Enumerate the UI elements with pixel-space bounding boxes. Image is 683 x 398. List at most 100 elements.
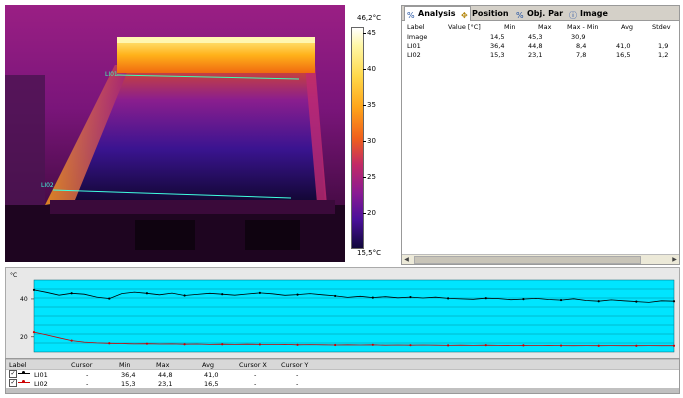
data-point: [296, 343, 299, 346]
data-point: [258, 291, 261, 294]
cell-min: 15,3: [121, 380, 136, 388]
data-point: [409, 295, 412, 299]
cell-min: 14,5: [490, 33, 505, 41]
data-point: [145, 292, 149, 295]
table-row[interactable]: LI02 15,3 23,1 7,8 16,5 1,2: [404, 51, 676, 59]
table-row[interactable]: LI01 36,4 44,8 8,4 41,0 1,9: [404, 42, 676, 50]
column-header: Cursor X: [239, 361, 267, 369]
scale-max-label: 46,2°C: [357, 14, 381, 22]
tab-label: Image: [580, 9, 608, 18]
data-point: [70, 339, 73, 342]
scale-tick: 25: [363, 173, 376, 181]
cell-avg: 16,5: [204, 380, 219, 388]
cell-range: 7,8: [576, 51, 587, 59]
data-point: [334, 343, 337, 347]
data-point: [221, 293, 224, 296]
object-parameters-icon: %: [516, 11, 524, 20]
tab-image[interactable]: ⓘ Image: [567, 7, 622, 20]
data-point: [334, 294, 337, 298]
cell-label: LI02: [407, 51, 421, 59]
cell-min: 36,4: [121, 371, 136, 379]
checkbox[interactable]: ✓: [9, 370, 17, 378]
tab-obj-par[interactable]: % Obj. Par: [514, 7, 577, 20]
data-point: [409, 344, 412, 347]
color-scale-bar: [351, 27, 364, 249]
tab-strip: % Analysis ✥ Position % Obj. Par ⓘ Image: [402, 6, 679, 21]
tab-analysis[interactable]: % Analysis: [404, 6, 471, 21]
scale-tick: 35: [363, 101, 376, 109]
column-header: Avg: [621, 23, 634, 31]
column-header: Value [°C]: [448, 23, 481, 31]
cell-cursor-x: -: [254, 380, 257, 388]
scroll-left-icon[interactable]: ◀: [404, 256, 409, 263]
column-header: Max: [538, 23, 552, 31]
cell-max: 23,1: [528, 51, 543, 59]
horizontal-scrollbar[interactable]: ◀ ▶: [402, 254, 679, 264]
column-header: Cursor Y: [281, 361, 309, 369]
data-point: [635, 300, 638, 303]
legend-header: Label Cursor Min Max Avg Cursor X Cursor…: [6, 360, 679, 369]
scale-tick: 30: [363, 137, 376, 145]
column-header: Label: [9, 361, 27, 369]
cell-avg: 41,0: [204, 371, 219, 379]
data-point: [484, 344, 487, 347]
data-point: [635, 344, 638, 347]
column-header: Stdev: [652, 23, 671, 31]
legend-row-li02[interactable]: ✓ LI02 - 15,3 23,1 16,5 - -: [6, 379, 679, 388]
data-point: [32, 288, 36, 291]
column-header: Label: [407, 23, 425, 31]
data-point: [258, 343, 261, 346]
y-tick-label: 20: [20, 334, 28, 341]
cell-range: 8,4: [576, 42, 587, 50]
cell-cursor: -: [86, 380, 89, 388]
scrollbar-thumb[interactable]: [414, 256, 641, 264]
data-point: [672, 344, 676, 347]
data-point: [371, 296, 374, 299]
cell-min: 36,4: [490, 42, 505, 50]
data-point: [296, 293, 299, 296]
thermal-image[interactable]: LI01 LI02: [5, 5, 345, 262]
legend-row-li01[interactable]: ✓ LI01 - 36,4 44,8 41,0 - -: [6, 370, 679, 379]
checkbox[interactable]: ✓: [9, 379, 17, 387]
data-point: [145, 342, 149, 345]
column-header: Cursor: [71, 361, 93, 369]
table-row[interactable]: Image 14,5 45,3 30,9: [404, 33, 676, 41]
y-tick-label: 40: [20, 296, 28, 303]
tab-label: Position: [472, 9, 509, 18]
cell-cursor: -: [86, 371, 89, 379]
line-label-li01: LI01: [105, 71, 118, 78]
cell-stdev: 1,9: [658, 42, 669, 50]
line-label-li02: LI02: [41, 182, 54, 189]
chart-canvas: °C 40 20: [10, 272, 676, 353]
scale-tick: 40: [363, 65, 376, 73]
data-point: [522, 344, 525, 347]
tab-position[interactable]: ✥ Position: [459, 7, 524, 20]
series-swatch: [18, 371, 30, 374]
series-swatch: [18, 380, 30, 383]
data-point: [559, 298, 563, 302]
data-point: [484, 297, 487, 300]
position-icon: ✥: [461, 11, 468, 20]
cell-max: 23,1: [158, 380, 173, 388]
analysis-panel: % Analysis ✥ Position % Obj. Par ⓘ Image…: [401, 5, 680, 265]
column-header: Max: [156, 361, 170, 369]
data-point: [559, 344, 563, 347]
cell-cursor-y: -: [296, 371, 299, 379]
data-point: [108, 342, 111, 345]
cell-cursor-x: -: [254, 371, 257, 379]
cell-label: LI01: [407, 42, 421, 50]
scale-tick: 45: [363, 29, 376, 37]
cell-avg: 16,5: [616, 51, 631, 59]
data-point: [221, 343, 224, 346]
cell-cursor-y: -: [296, 380, 299, 388]
data-point: [522, 298, 525, 301]
data-point: [447, 297, 450, 300]
data-point: [371, 343, 374, 346]
cell-min: 15,3: [490, 51, 505, 59]
info-icon: ⓘ: [569, 11, 577, 20]
cell-avg: 41,0: [616, 42, 631, 50]
scroll-right-icon[interactable]: ▶: [672, 256, 677, 263]
line-profile-chart[interactable]: °C 40 20: [5, 267, 680, 359]
data-point: [597, 300, 600, 303]
data-point: [447, 344, 450, 347]
